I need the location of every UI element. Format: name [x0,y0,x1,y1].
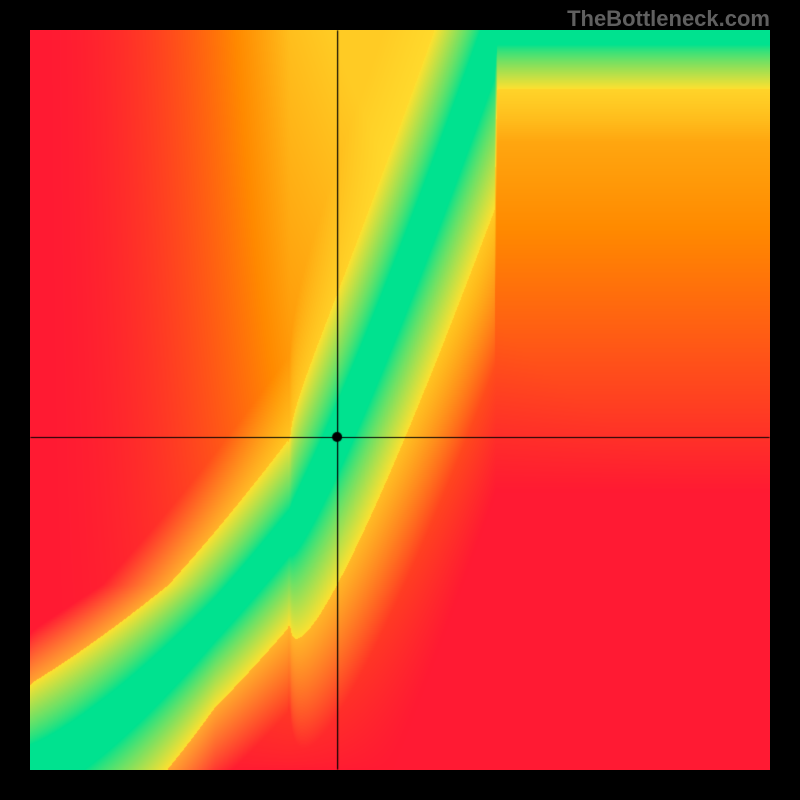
bottleneck-heatmap [30,30,770,770]
heatmap-canvas [30,30,770,770]
watermark-text: TheBottleneck.com [567,6,770,32]
